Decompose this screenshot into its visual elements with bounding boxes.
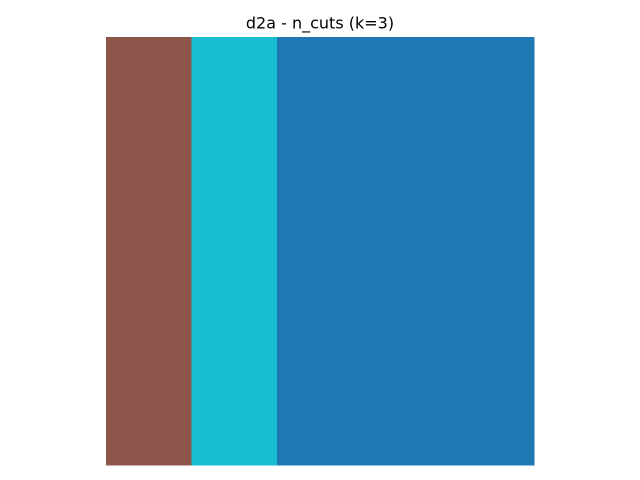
- image-cell: [191, 208, 278, 295]
- image-cell: [106, 122, 193, 209]
- image-cell: [106, 37, 193, 124]
- image-cell: [448, 122, 535, 209]
- image-cell: [448, 208, 535, 295]
- image-cell: [106, 293, 193, 380]
- image-cell: [106, 208, 193, 295]
- image-cell: [191, 122, 278, 209]
- image-cell: [362, 208, 449, 295]
- image-cell: [362, 293, 449, 380]
- image-cell: [191, 37, 278, 124]
- image-cell: [448, 379, 535, 466]
- image-cell: [277, 37, 364, 124]
- image-cell: [362, 37, 449, 124]
- image-cell: [277, 293, 364, 380]
- chart-title: d2a - n_cuts (k=3): [246, 14, 394, 34]
- image-cell: [277, 379, 364, 466]
- image-cell: [448, 37, 535, 124]
- image-cell: [191, 379, 278, 466]
- image-cell: [191, 293, 278, 380]
- image-cell: [277, 208, 364, 295]
- image-cell: [106, 379, 193, 466]
- image-cell: [362, 122, 449, 209]
- image-cell: [277, 122, 364, 209]
- image-cell: [362, 379, 449, 466]
- image-cell: [448, 293, 535, 380]
